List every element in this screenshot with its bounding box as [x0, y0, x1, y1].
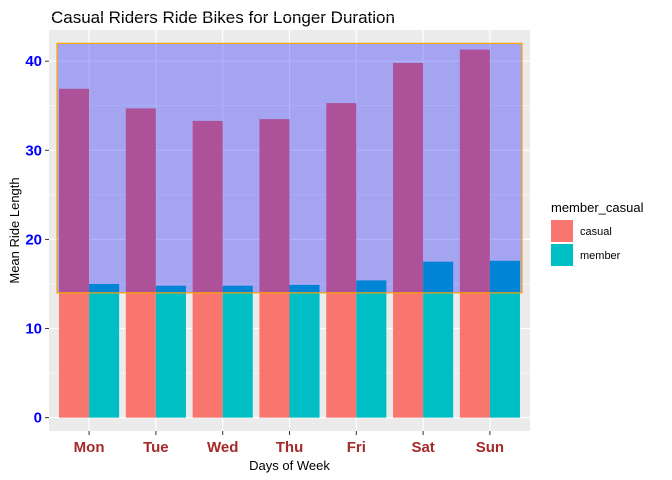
x-tick-label: Fri	[347, 439, 366, 456]
x-tick-label: Tue	[143, 439, 169, 456]
y-axis-label: Mean Ride Length	[7, 177, 22, 283]
legend-key-member	[551, 244, 573, 266]
highlight-rect	[56, 42, 523, 294]
bar-casual-sat	[393, 62, 424, 418]
x-tick-label: Wed	[207, 439, 238, 456]
x-tick-label: Thu	[276, 439, 304, 456]
x-tick-label: Mon	[74, 439, 105, 456]
bar-member-sat	[423, 261, 454, 418]
bar-casual-fri	[326, 103, 357, 418]
y-tick-label: 40	[25, 53, 42, 70]
y-tick-label: 0	[34, 410, 42, 427]
bar-member-thu	[289, 284, 320, 418]
legend-label-casual: casual	[580, 226, 612, 238]
bar-member-wed	[222, 285, 253, 418]
y-tick-label: 10	[25, 321, 42, 338]
bar-member-fri	[356, 280, 387, 418]
bars	[59, 49, 520, 418]
bar-member-mon	[89, 283, 120, 418]
legend-label-member: member	[580, 250, 621, 262]
legend: member_casual casual member	[551, 200, 644, 266]
bar-casual-mon	[59, 88, 90, 418]
y-axis-ticks: 0 10 20 30 40	[25, 53, 49, 427]
bar-casual-sun	[459, 49, 490, 418]
highlight-region	[56, 42, 523, 294]
bar-member-tue	[155, 285, 186, 418]
x-tick-label: Sat	[411, 439, 434, 456]
bar-casual-wed	[192, 120, 223, 418]
x-tick-label: Sun	[476, 439, 504, 456]
bar-member-sun	[489, 260, 520, 418]
x-axis-label: Days of Week	[249, 458, 330, 473]
chart-title: Casual Riders Ride Bikes for Longer Dura…	[51, 8, 395, 27]
x-axis-ticks: Mon Tue Wed Thu Fri Sat Sun	[74, 431, 504, 456]
bar-casual-tue	[125, 108, 156, 418]
legend-key-casual	[551, 220, 573, 242]
legend-title: member_casual	[551, 200, 644, 215]
bar-casual-thu	[259, 119, 290, 418]
y-tick-label: 20	[25, 231, 42, 248]
y-tick-label: 30	[25, 142, 42, 159]
